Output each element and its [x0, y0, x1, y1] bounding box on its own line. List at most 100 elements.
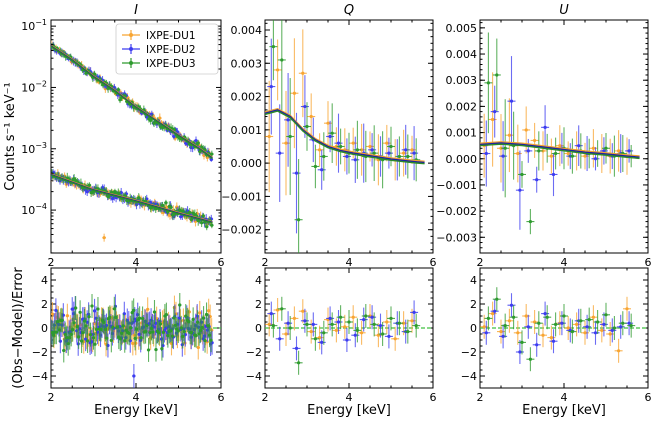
plot-area	[480, 287, 648, 371]
legend-marker	[129, 61, 133, 65]
marker	[162, 331, 165, 334]
y-tick-label: 10−1	[21, 18, 47, 33]
marker	[79, 311, 82, 314]
residual-point	[353, 318, 361, 342]
marker	[95, 328, 98, 331]
marker	[544, 312, 547, 315]
residual-point	[539, 323, 547, 347]
data-point	[508, 56, 516, 146]
legend-marker	[129, 33, 133, 37]
marker	[66, 314, 69, 317]
marker	[617, 149, 620, 152]
marker	[398, 155, 401, 158]
marker	[280, 58, 283, 61]
residual-point	[326, 306, 334, 330]
data-point	[290, 38, 298, 148]
marker	[345, 338, 348, 341]
marker	[402, 152, 405, 155]
marker	[88, 184, 91, 187]
y-tick-label: 10−2	[21, 79, 47, 94]
marker	[297, 218, 300, 221]
x-tick-label: 2	[477, 256, 484, 269]
marker	[628, 149, 631, 152]
residual-point	[573, 312, 581, 336]
marker	[356, 329, 359, 332]
marker	[89, 333, 92, 336]
y-tick-label: −4	[246, 370, 262, 383]
data-point	[524, 139, 532, 163]
data-point	[404, 134, 412, 178]
marker	[160, 347, 163, 350]
marker	[287, 118, 290, 121]
y-tick-label: −0.001	[436, 179, 477, 192]
data-point	[335, 114, 343, 173]
marker	[345, 155, 348, 158]
marker	[609, 332, 612, 335]
residual-point	[533, 333, 541, 357]
x-tick-label: 4	[133, 256, 140, 269]
marker	[122, 324, 125, 327]
marker	[272, 324, 275, 327]
x-tick-label: 6	[645, 391, 652, 404]
x-axis-label: Energy [keV]	[94, 403, 178, 418]
y-tick-label: 0	[41, 322, 48, 335]
residual-point	[497, 320, 505, 344]
marker	[410, 148, 413, 151]
residual-point	[290, 306, 298, 330]
marker	[387, 152, 390, 155]
marker	[483, 325, 486, 328]
marker	[320, 341, 323, 344]
marker	[516, 152, 519, 155]
residual-point	[383, 310, 391, 334]
y-tick-label: −2	[246, 346, 262, 359]
data-point	[395, 136, 403, 176]
residual-point	[522, 304, 530, 328]
marker	[61, 319, 64, 322]
data-point	[286, 78, 294, 195]
marker	[138, 317, 141, 320]
residual-point	[278, 297, 286, 321]
marker	[303, 105, 306, 108]
marker	[389, 145, 392, 148]
marker	[560, 322, 563, 325]
y-tick-label: −4	[32, 370, 48, 383]
marker	[203, 339, 206, 342]
marker	[197, 141, 200, 144]
marker	[406, 330, 409, 333]
data-point	[589, 129, 597, 167]
residual-point	[623, 297, 631, 321]
marker	[583, 331, 586, 334]
marker	[197, 346, 200, 349]
marker	[600, 329, 603, 332]
data-point	[282, 91, 290, 195]
marker	[518, 189, 521, 192]
marker	[110, 339, 113, 342]
residual-point	[547, 326, 555, 350]
x-tick-label: 2	[262, 256, 269, 269]
y-tick-label: 4	[41, 274, 48, 287]
marker	[177, 329, 180, 332]
data-point	[284, 73, 292, 167]
marker	[205, 225, 208, 228]
y-axis-label: (Obs−Model)/Error	[11, 267, 26, 389]
data-point	[353, 121, 361, 179]
marker	[379, 324, 382, 327]
y-tick-label: 10−4	[21, 202, 47, 217]
residual-point	[351, 323, 359, 347]
marker	[295, 172, 298, 175]
residual-point	[311, 327, 319, 351]
x-tick-label: 6	[430, 391, 437, 404]
marker	[93, 343, 96, 346]
x-tick-label: 4	[561, 256, 568, 269]
y-tick-label: −0.002	[436, 205, 477, 218]
marker	[485, 331, 488, 334]
plot-area	[265, 10, 425, 281]
marker	[337, 142, 340, 145]
marker	[525, 128, 528, 131]
marker	[339, 316, 342, 319]
marker	[272, 45, 275, 48]
data-point	[615, 130, 623, 172]
marker	[312, 323, 315, 326]
marker	[331, 132, 334, 135]
